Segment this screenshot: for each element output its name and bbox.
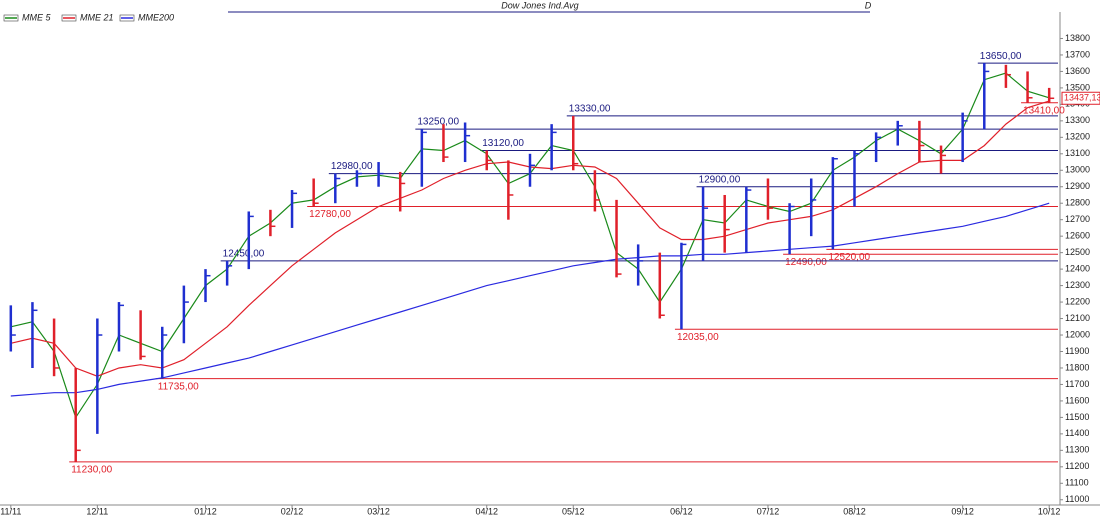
x-tick-label: 07/12 (757, 506, 780, 516)
x-tick-label: 06/12 (670, 506, 693, 516)
level-label: 12450,00 (223, 249, 265, 260)
level-label: 12490,00 (785, 257, 827, 268)
x-tick-label: 10/12 (1038, 506, 1061, 516)
x-tick-label: 12/11 (86, 506, 108, 516)
y-tick-label: 11400 (1065, 428, 1089, 438)
y-tick-label: 13800 (1065, 33, 1090, 43)
y-tick-label: 12600 (1065, 231, 1090, 241)
y-tick-label: 13100 (1065, 148, 1090, 158)
y-tick-label: 12500 (1065, 247, 1090, 257)
y-tick-label: 11500 (1065, 412, 1089, 422)
y-tick-label: 11300 (1065, 445, 1089, 455)
level-label: 13330,00 (569, 104, 611, 115)
legend-label: MME200 (138, 12, 174, 22)
ma-line (10, 202, 1050, 397)
level-label: 12900,00 (699, 174, 741, 185)
period-label: D (865, 0, 872, 10)
y-tick-label: 12800 (1065, 198, 1090, 208)
y-tick-label: 11800 (1065, 362, 1089, 372)
last-price-box (1061, 91, 1100, 105)
y-tick-label: 12100 (1065, 313, 1090, 323)
y-tick-label: 12400 (1065, 263, 1090, 273)
level-label: 11735,00 (158, 381, 199, 392)
y-tick-label: 13600 (1065, 66, 1090, 76)
x-tick-label: 02/12 (281, 506, 304, 516)
y-tick-label: 11100 (1065, 478, 1089, 488)
last-price-label: 13437,13 (1064, 93, 1100, 103)
y-tick-label: 11200 (1065, 461, 1089, 471)
x-tick-label: 05/12 (562, 506, 585, 516)
level-label: 13250,00 (417, 117, 459, 128)
y-tick-label: 11900 (1065, 346, 1089, 356)
level-label: 13120,00 (482, 138, 524, 149)
y-tick-label: 13000 (1065, 165, 1090, 175)
x-tick-label: 09/12 (951, 506, 974, 516)
x-tick-label: 11/11 (0, 506, 21, 516)
x-tick-label: 01/12 (194, 506, 217, 516)
x-tick-label: 08/12 (843, 506, 866, 516)
y-tick-label: 12000 (1065, 329, 1090, 339)
chart-title: Dow Jones Ind.Avg (501, 0, 578, 10)
level-label: 12980,00 (331, 161, 373, 172)
level-label: 12780,00 (309, 209, 351, 220)
y-tick-label: 13700 (1065, 49, 1090, 59)
y-tick-label: 13300 (1065, 115, 1090, 125)
level-label: 13650,00 (980, 51, 1022, 62)
level-label: 12520,00 (828, 252, 870, 263)
y-tick-label: 13200 (1065, 132, 1090, 142)
y-tick-label: 13500 (1065, 82, 1090, 92)
legend-label: MME 5 (22, 12, 51, 22)
legend-label: MME 21 (80, 12, 114, 22)
level-label: 11230,00 (71, 465, 112, 476)
y-tick-label: 12900 (1065, 181, 1090, 191)
level-label: 12035,00 (677, 332, 719, 343)
y-tick-label: 11700 (1065, 379, 1089, 389)
x-tick-label: 04/12 (475, 506, 498, 516)
y-tick-label: 12700 (1065, 214, 1090, 224)
y-tick-label: 12300 (1065, 280, 1090, 290)
y-tick-label: 11600 (1065, 395, 1089, 405)
y-tick-label: 11000 (1065, 494, 1089, 504)
x-tick-label: 03/12 (367, 506, 390, 516)
y-tick-label: 12200 (1065, 296, 1090, 306)
level-label: 13410,00 (1023, 105, 1065, 116)
